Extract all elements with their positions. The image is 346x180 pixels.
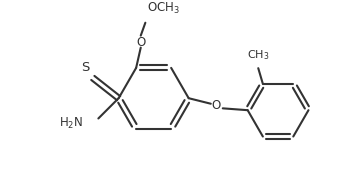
Text: O: O [136,36,145,49]
Text: S: S [81,61,90,74]
Text: H$_2$N: H$_2$N [60,116,84,131]
Text: OCH$_3$: OCH$_3$ [147,1,180,16]
Text: CH$_3$: CH$_3$ [247,48,270,62]
Text: O: O [212,99,221,112]
